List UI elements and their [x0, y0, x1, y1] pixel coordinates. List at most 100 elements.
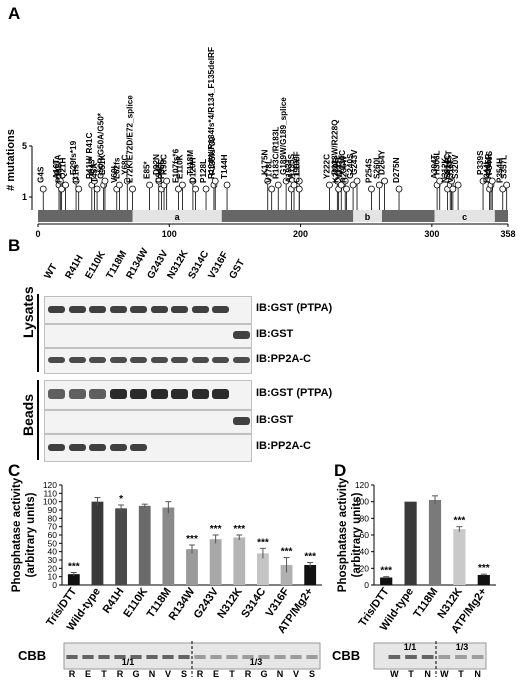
blot-label: IB:GST	[256, 328, 294, 340]
x-tick-label: 358	[500, 229, 515, 239]
significance-label: ***	[233, 524, 245, 535]
blot-band	[109, 443, 127, 451]
panel-a-ylabel: # mutations	[5, 129, 17, 191]
panel-a-letter: A	[8, 4, 21, 23]
mutation-label: V60I	[110, 166, 119, 183]
bar	[186, 549, 198, 585]
significance-label: ***	[454, 516, 466, 527]
cbb-lane-letter: R	[117, 669, 124, 679]
panel-c-letter: C	[8, 461, 21, 480]
mutation-label: S320V	[451, 154, 460, 179]
cbb-band	[66, 655, 78, 659]
panel-c-cbb-ratio-left: 1/1	[122, 657, 135, 667]
panel-d-cbb-ratio-left: 1/1	[404, 642, 417, 652]
significance-label: ***	[380, 566, 392, 577]
lollipop-head	[189, 177, 197, 185]
bar	[115, 508, 127, 585]
blot-band	[191, 389, 209, 399]
x-tick-label: 200	[293, 229, 308, 239]
lollipop-head	[56, 177, 64, 185]
cbb-band	[178, 655, 190, 659]
blot-label: IB:PP2A-C	[256, 353, 312, 365]
blot-band	[232, 331, 250, 339]
lollipop-head	[295, 185, 303, 193]
mutation-label: F346S	[485, 150, 494, 175]
y-tick-label: 120	[355, 480, 369, 490]
cbb-lane-letter: N	[277, 669, 284, 679]
lollipop-head	[333, 177, 341, 185]
mutation-label: C199Y	[292, 157, 301, 183]
cbb-lane-letter: T	[229, 669, 235, 679]
y-tick-label: 40	[48, 547, 58, 557]
cbb-lane-letter: W	[390, 669, 399, 679]
cbb-lane-letter: N	[474, 669, 481, 679]
panel-c-ylabel-1: Phosphatase activity	[11, 477, 23, 592]
mutation-label: E29fs*19	[69, 140, 78, 175]
significance-label: *	[119, 494, 123, 505]
mutation-label: V231F	[334, 155, 343, 179]
mutation-label: T45A	[90, 163, 99, 183]
y-tick-label: 80	[48, 513, 58, 523]
y-tick-label: 80	[360, 513, 370, 523]
cbb-band	[421, 655, 434, 659]
significance-label: ***	[281, 547, 293, 558]
blot-band	[48, 443, 65, 451]
lollipop-head	[93, 185, 101, 193]
mutation-label: L199F	[292, 151, 301, 175]
bar	[404, 501, 417, 585]
mutation-label: G4S	[36, 166, 45, 183]
mutation-label: V316F	[446, 159, 455, 183]
panel-d-cbb-label: CBB	[332, 648, 360, 663]
y-tick-label: 1	[22, 192, 27, 202]
lollipop-head	[175, 185, 182, 193]
mutation-label: K175N	[261, 149, 270, 175]
blot-band	[48, 357, 65, 363]
region-label: c	[462, 212, 467, 222]
mutation-y-axis: 51	[22, 141, 33, 210]
mutation-label: D92N	[152, 154, 161, 175]
y-tick-label: 90	[48, 505, 58, 515]
lysates-bracket	[37, 294, 39, 372]
lollipop-head	[479, 177, 487, 185]
mutation-label: D275N	[392, 157, 401, 183]
blot-label: IB:GST (PTPA)	[256, 302, 333, 314]
x-tick-label: 100	[162, 229, 177, 239]
mutation-label: Y68C	[120, 154, 129, 175]
blot-band	[48, 389, 65, 399]
mutation-label: A193T	[284, 158, 293, 183]
blot-band	[130, 389, 147, 399]
cbb-lane-letter: S	[181, 669, 187, 679]
cbb-band	[226, 655, 238, 659]
mutation-label: R41H/ R41C	[85, 132, 94, 179]
blot-strip	[44, 324, 252, 348]
region-label: b	[365, 212, 371, 222]
lollipop-head	[146, 181, 153, 189]
lollipop-head	[290, 181, 298, 189]
bar	[91, 501, 104, 585]
mutation-label: E72K/E72D/E72_splice	[126, 95, 135, 183]
lollipop-head	[192, 185, 199, 193]
cbb-band	[290, 655, 302, 659]
region-label: a	[175, 212, 181, 222]
lollipop-head	[115, 181, 123, 189]
lane-label: GST	[226, 257, 247, 281]
bar	[380, 577, 393, 585]
blot-band	[150, 389, 168, 399]
mutation-label: G50R/G50A/G50*	[97, 112, 106, 179]
mutation-label: P17A	[53, 154, 62, 175]
lollipop-head	[436, 177, 444, 185]
mutation-label: G243V	[350, 149, 359, 175]
cbb-band	[194, 655, 206, 659]
cbb-band	[98, 655, 110, 659]
panel-c-ylabel-2: (arbitrary units)	[25, 492, 37, 577]
significance-label: ***	[257, 537, 269, 548]
mutation-label: R98C	[160, 154, 169, 175]
mutation-label: Q21H	[59, 158, 68, 179]
region-box	[353, 210, 382, 222]
lollipop-head	[202, 185, 210, 193]
mutation-label: S357L	[500, 155, 509, 179]
lollipop-head	[349, 181, 357, 189]
lollipop-head	[264, 177, 272, 185]
lollipop-head	[337, 181, 345, 189]
